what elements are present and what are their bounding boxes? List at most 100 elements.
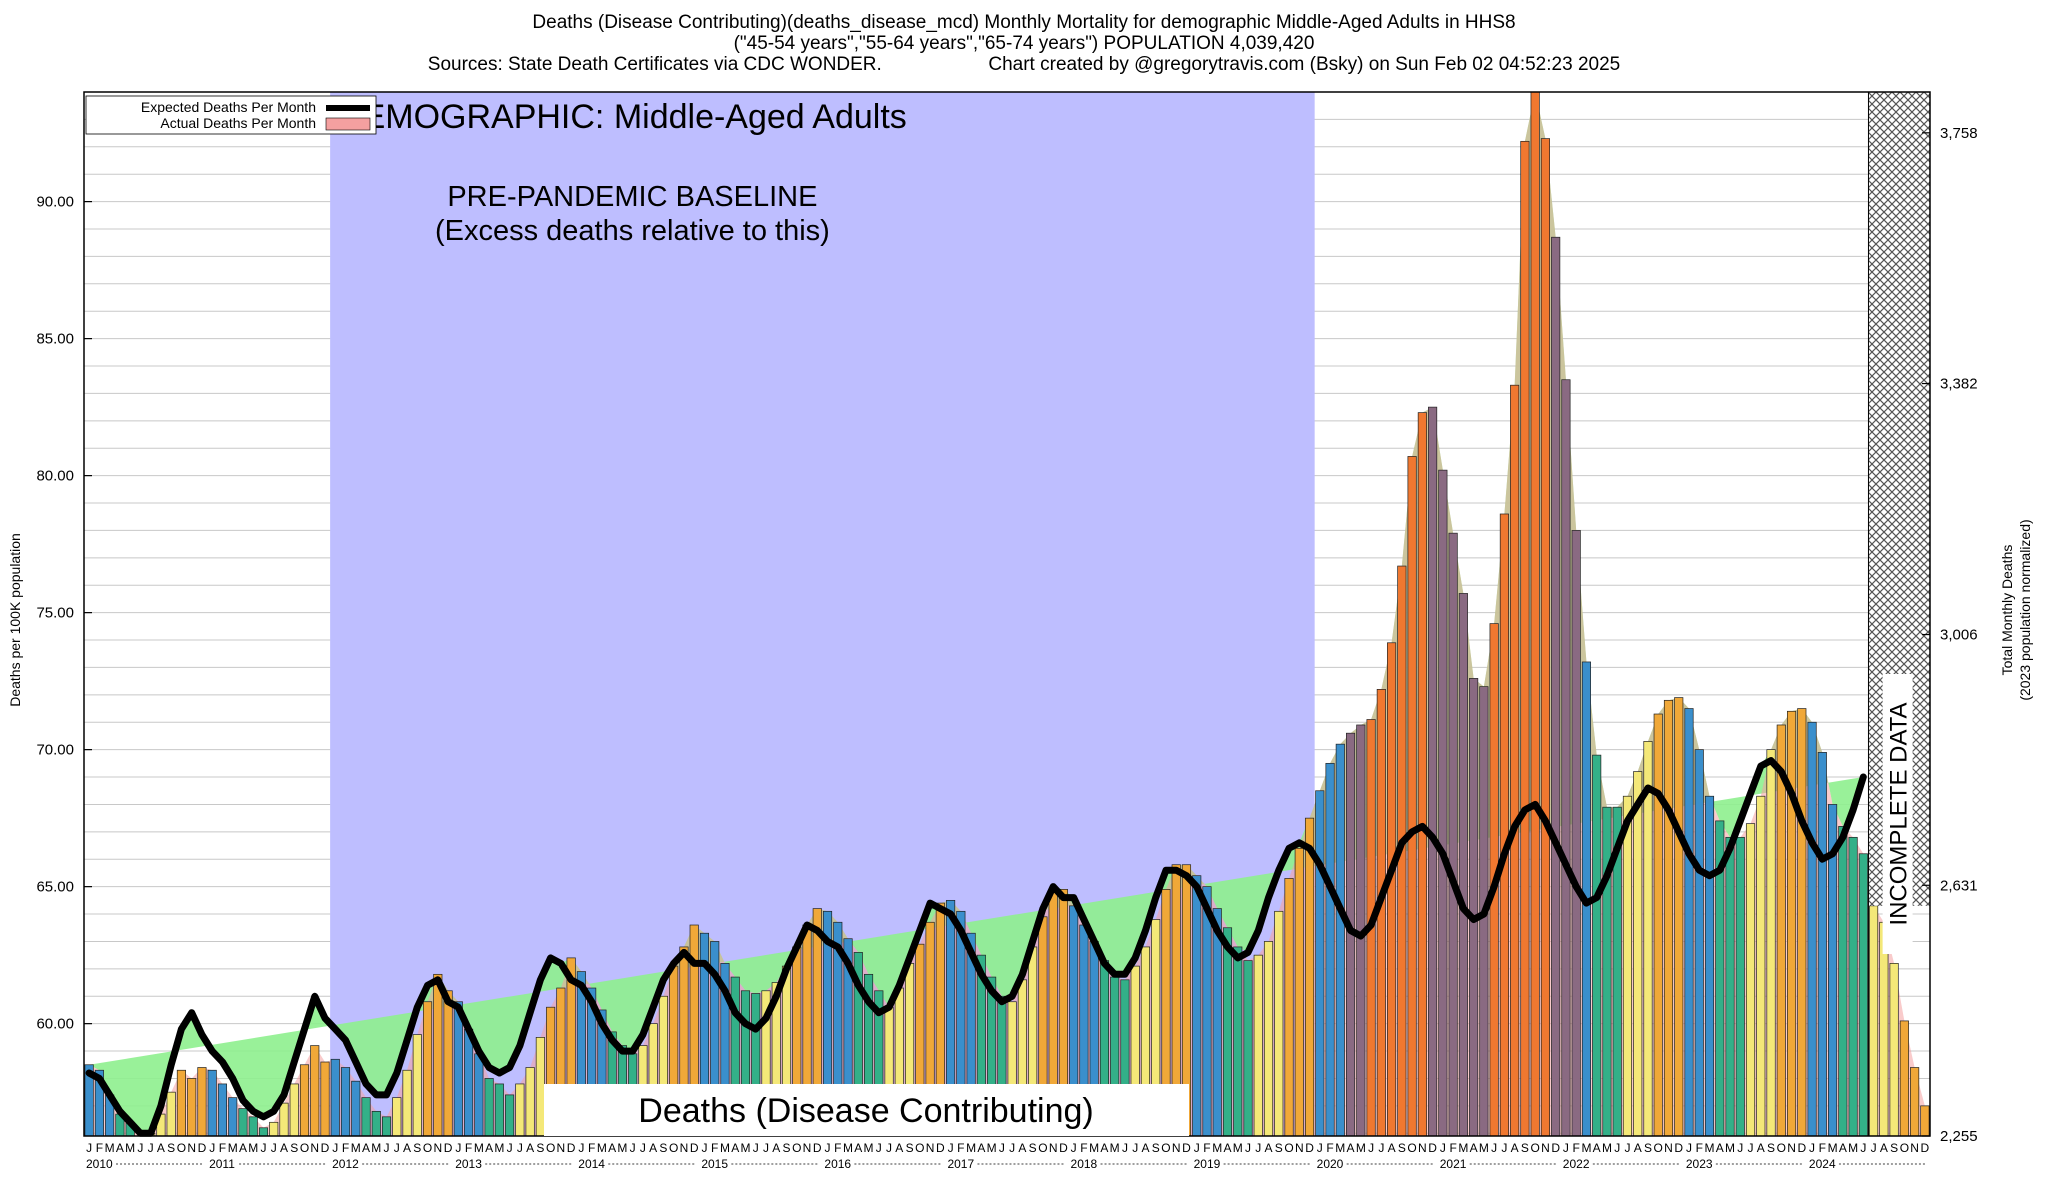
- month-tick-label: J: [1255, 1141, 1261, 1155]
- month-tick-label: J: [1194, 1141, 1200, 1155]
- month-tick-label: D: [1797, 1141, 1806, 1155]
- month-tick-label: J: [876, 1141, 882, 1155]
- month-tick-label: J: [1624, 1141, 1630, 1155]
- month-tick-label: N: [680, 1141, 689, 1155]
- bar: [1622, 795, 1633, 1137]
- month-tick-label: A: [731, 1141, 739, 1155]
- y-tick-label-left: 80.00: [36, 468, 74, 485]
- month-tick-label: O: [792, 1141, 801, 1155]
- month-tick-label: J: [517, 1141, 523, 1155]
- bar: [1684, 708, 1694, 1137]
- month-tick-label: S: [536, 1141, 544, 1155]
- bar: [320, 1061, 330, 1137]
- month-tick-label: S: [413, 1141, 421, 1155]
- month-tick-label: A: [1716, 1141, 1724, 1155]
- bar: [1838, 826, 1848, 1137]
- month-tick-label: F: [1203, 1141, 1210, 1155]
- month-tick-label: F: [1080, 1141, 1087, 1155]
- month-tick-label: N: [1418, 1141, 1427, 1155]
- bar: [1633, 771, 1643, 1137]
- bar: [340, 1067, 351, 1137]
- month-tick-label: J: [763, 1141, 769, 1155]
- month-tick-label: J: [1368, 1141, 1374, 1155]
- month-tick-label: N: [1664, 1141, 1673, 1155]
- month-tick-label: A: [854, 1141, 862, 1155]
- expected-line-layer: [85, 757, 1867, 1137]
- y-tick-label-left: 70.00: [36, 742, 74, 759]
- month-tick-label: D: [567, 1141, 576, 1155]
- bar: [269, 1121, 279, 1137]
- month-tick-label: A: [1141, 1141, 1149, 1155]
- bar: [1448, 532, 1458, 1137]
- month-tick-label: S: [1890, 1141, 1898, 1155]
- month-tick-label: M: [1828, 1141, 1838, 1155]
- bar: [1745, 823, 1756, 1137]
- month-tick-label: D: [1428, 1141, 1437, 1155]
- month-tick-label: D: [1921, 1141, 1930, 1155]
- month-tick-label: A: [1388, 1141, 1396, 1155]
- bar: [1253, 954, 1263, 1137]
- month-tick-label: M: [1725, 1141, 1735, 1155]
- bar: [1704, 795, 1715, 1137]
- title-line-3: Sources: State Death Certificates via CD…: [0, 54, 2048, 75]
- footer-label: Deaths (Disease Contributing): [638, 1092, 1093, 1130]
- month-tick-label: N: [310, 1141, 319, 1155]
- year-tick-label: 2016: [824, 1157, 851, 1171]
- month-tick-label: O: [669, 1141, 678, 1155]
- month-tick-label: J: [1737, 1141, 1743, 1155]
- month-tick-label: M: [1356, 1141, 1366, 1155]
- month-tick-label: M: [843, 1141, 853, 1155]
- bar: [412, 1034, 422, 1137]
- bar: [361, 1097, 371, 1137]
- month-tick-label: A: [649, 1141, 657, 1155]
- month-tick-label: M: [1848, 1141, 1858, 1155]
- month-tick-label: M: [864, 1141, 874, 1155]
- month-tick-label: O: [1530, 1141, 1539, 1155]
- month-tick-label: N: [1541, 1141, 1550, 1155]
- bar: [1335, 743, 1345, 1137]
- bar: [402, 1069, 412, 1137]
- month-tick-label: J: [1071, 1141, 1077, 1155]
- bar: [1222, 927, 1233, 1137]
- title-line-1: Deaths (Disease Contributing)(deaths_dis…: [532, 12, 1516, 33]
- month-tick-label: D: [1182, 1141, 1191, 1155]
- bar: [453, 1001, 463, 1137]
- month-tick-label: J: [1009, 1141, 1015, 1155]
- bar: [1212, 908, 1222, 1137]
- bar: [258, 1127, 269, 1137]
- title-sources: Sources: State Death Certificates via CD…: [427, 54, 882, 75]
- month-tick-label: N: [433, 1141, 442, 1155]
- bar: [505, 1094, 515, 1137]
- y-tick-label-left: 90.00: [36, 194, 74, 211]
- bar: [299, 1064, 310, 1137]
- year-tick-label: 2022: [1563, 1157, 1590, 1171]
- y-tick-label-left: 65.00: [36, 879, 74, 896]
- month-tick-label: A: [1470, 1141, 1478, 1155]
- month-tick-label: F: [588, 1141, 595, 1155]
- bar: [1674, 697, 1684, 1137]
- month-tick-label: J: [1378, 1141, 1384, 1155]
- month-tick-label: M: [248, 1141, 258, 1155]
- month-tick-label: O: [1284, 1141, 1293, 1155]
- month-tick-label: O: [177, 1141, 186, 1155]
- month-tick-label: N: [926, 1141, 935, 1155]
- y-tick-label-right: 2,631: [1940, 877, 1978, 894]
- bar: [1428, 406, 1438, 1137]
- month-tick-label: D: [198, 1141, 207, 1155]
- month-tick-label: O: [1777, 1141, 1786, 1155]
- month-tick-label: A: [403, 1141, 411, 1155]
- month-tick-label: S: [1521, 1141, 1529, 1155]
- bar: [1540, 138, 1550, 1137]
- month-tick-label: M: [597, 1141, 607, 1155]
- bar: [1663, 699, 1674, 1137]
- month-tick-label: J: [1748, 1141, 1754, 1155]
- month-tick-label: N: [1787, 1141, 1796, 1155]
- month-tick-label: D: [936, 1141, 945, 1155]
- year-tick-label: 2015: [701, 1157, 728, 1171]
- month-tick-label: O: [423, 1141, 432, 1155]
- y-axis-label-right-line2: (2023 population normalized): [2017, 519, 2033, 700]
- month-tick-label: M: [351, 1141, 361, 1155]
- bar: [1274, 910, 1284, 1137]
- year-tick-label: 2018: [1071, 1157, 1098, 1171]
- month-tick-label: M: [617, 1141, 627, 1155]
